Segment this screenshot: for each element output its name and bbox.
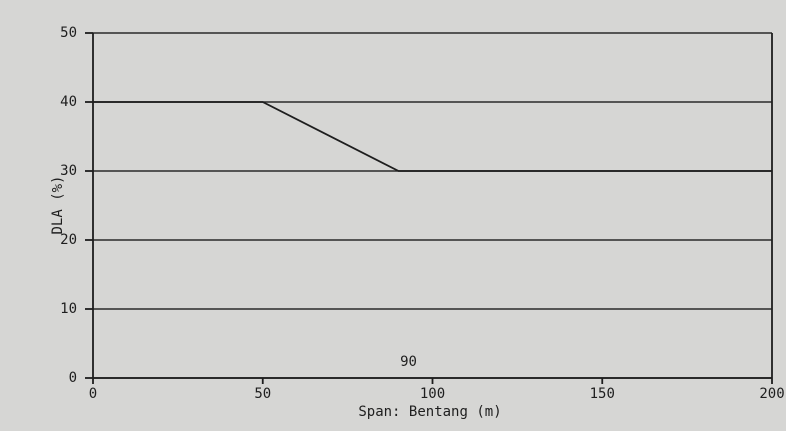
y-tick-label: 50 [60, 25, 77, 41]
y-axis-label: DLA (%) [50, 175, 66, 234]
x-tick-label: 150 [590, 386, 615, 402]
annotation: 90 [400, 354, 417, 370]
y-tick-label: 0 [69, 370, 77, 386]
x-tick-label: 0 [89, 386, 97, 402]
y-tick-label: 30 [60, 163, 77, 179]
x-tick-label: 100 [420, 386, 445, 402]
x-axis-label: Span: Bentang (m) [358, 404, 501, 420]
y-tick-label: 10 [60, 301, 77, 317]
x-tick-label: 50 [254, 386, 271, 402]
chart: DLA (%) Span: Bentang (m) 0 10 20 30 40 50 0 50… [0, 0, 786, 431]
paper [0, 0, 786, 431]
y-tick-label: 20 [60, 232, 77, 248]
y-tick-label: 40 [60, 94, 77, 110]
x-tick-label: 200 [759, 386, 784, 402]
